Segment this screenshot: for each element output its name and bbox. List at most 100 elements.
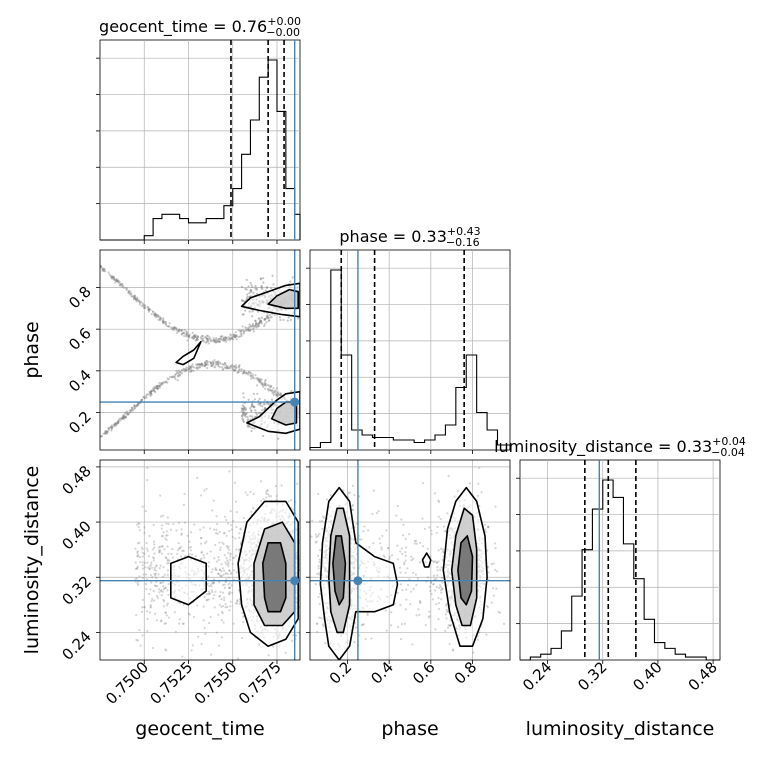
scatter-point	[385, 529, 388, 532]
scatter-point	[429, 589, 432, 592]
scatter-point	[256, 378, 260, 381]
scatter-point	[125, 288, 128, 292]
scatter-point	[408, 533, 411, 536]
scatter-point	[126, 412, 129, 415]
scatter-point	[261, 383, 264, 387]
scatter-point	[263, 318, 266, 321]
scatter-point	[218, 603, 222, 607]
scatter-point	[217, 363, 220, 366]
scatter-point	[220, 569, 223, 573]
scatter-point	[118, 280, 121, 283]
scatter-point	[175, 369, 178, 373]
scatter-point	[138, 541, 141, 544]
scatter-point	[189, 369, 193, 372]
scatter-point	[404, 571, 407, 574]
scatter-point	[485, 633, 488, 636]
scatter-point	[133, 405, 136, 408]
scatter-point	[182, 622, 185, 625]
scatter-point	[264, 318, 267, 321]
scatter-point	[222, 542, 225, 546]
scatter-point	[137, 525, 140, 529]
scatter-point	[147, 393, 150, 396]
scatter-point	[150, 392, 153, 395]
scatter-point	[191, 363, 194, 366]
scatter-point	[234, 366, 238, 370]
scatter-point	[173, 375, 177, 379]
scatter-point	[218, 361, 221, 364]
scatter-point	[149, 391, 152, 394]
scatter-point	[210, 584, 213, 588]
scatter-point	[160, 382, 164, 385]
scatter-point	[257, 378, 260, 382]
scatter-point	[133, 296, 136, 299]
scatter-point	[224, 338, 227, 342]
scatter-point	[152, 540, 156, 543]
scatter-point	[211, 568, 214, 571]
scatter-point	[276, 391, 279, 394]
scatter-point	[159, 515, 163, 518]
scatter-point	[158, 591, 161, 594]
scatter-point	[189, 546, 193, 549]
scatter-point	[132, 295, 135, 298]
scatter-point	[200, 337, 203, 340]
scatter-point	[157, 315, 160, 318]
scatter-point	[226, 559, 229, 562]
scatter-point	[203, 340, 206, 343]
scatter-point	[249, 375, 252, 378]
scatter-point	[379, 542, 382, 545]
scatter-point	[232, 556, 235, 560]
scatter-point	[170, 375, 174, 379]
scatter-point	[453, 495, 456, 498]
scatter-point	[188, 334, 191, 338]
scatter-point	[199, 336, 202, 339]
scatter-point	[216, 338, 220, 341]
scatter-point	[136, 639, 139, 642]
scatter-point	[222, 336, 226, 339]
scatter-point	[177, 521, 181, 524]
scatter-point	[238, 549, 241, 552]
scatter-point	[260, 381, 263, 384]
scatter-point	[165, 530, 169, 533]
scatter-point	[188, 365, 191, 368]
scatter-point	[161, 581, 165, 584]
scatter-point	[490, 562, 494, 566]
scatter-point	[216, 340, 219, 343]
scatter-point	[103, 432, 107, 435]
scatter-point	[161, 524, 164, 527]
scatter-point	[228, 366, 231, 370]
scatter-point	[111, 425, 114, 429]
scatter-point	[495, 570, 499, 573]
scatter-point	[274, 389, 277, 392]
scatter-point	[217, 644, 221, 647]
scatter-point	[440, 598, 443, 601]
scatter-point	[129, 290, 132, 293]
scatter-point	[226, 338, 230, 341]
scatter-point	[145, 394, 148, 397]
scatter-point	[342, 489, 345, 492]
scatter-point	[214, 566, 217, 570]
scatter-point	[221, 541, 224, 544]
scatter-point	[240, 370, 243, 373]
scatter-point	[107, 427, 110, 430]
scatter-point	[277, 392, 280, 395]
scatter-point	[320, 520, 324, 523]
scatter-point	[182, 549, 185, 553]
scatter-point	[123, 412, 127, 415]
scatter-point	[195, 367, 198, 370]
scatter-point	[201, 339, 204, 342]
scatter-point	[176, 549, 179, 552]
scatter-point	[179, 373, 182, 377]
scatter-point	[146, 549, 149, 552]
scatter-point	[185, 333, 188, 336]
scatter-point	[148, 611, 151, 614]
scatter-point	[282, 318, 285, 321]
scatter-point	[287, 500, 290, 503]
scatter-point	[158, 588, 161, 591]
contour-line	[267, 288, 299, 310]
scatter-point	[217, 363, 220, 366]
scatter-point	[129, 292, 133, 295]
scatter-point	[219, 335, 222, 338]
scatter-point	[111, 425, 114, 428]
scatter-point	[113, 278, 116, 281]
scatter-point	[184, 368, 187, 372]
